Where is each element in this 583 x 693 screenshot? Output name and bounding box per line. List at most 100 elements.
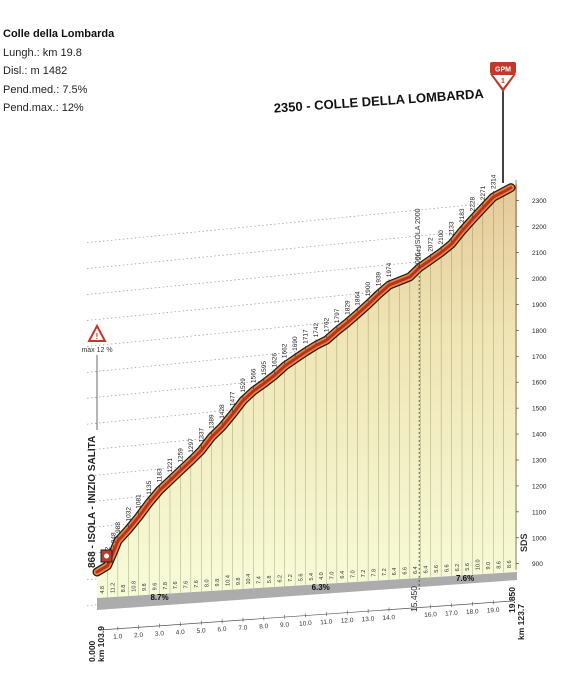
gpm-badge-rank: 1 bbox=[501, 78, 505, 85]
distance-label: 12.0 bbox=[341, 617, 354, 625]
altitude-label: 1829 bbox=[344, 300, 351, 315]
brand-mark: SDS bbox=[519, 533, 529, 552]
segment-grade-label: 7.8 bbox=[163, 582, 169, 590]
distance-label: 18.0 bbox=[466, 608, 479, 616]
segment-dividers bbox=[107, 194, 504, 598]
segment-grade-label: 7.0 bbox=[350, 570, 356, 578]
climb-title: Colle della Lombarda bbox=[3, 28, 115, 40]
climb-elevation-gain: Disl.: m 1482 bbox=[3, 65, 68, 77]
altitude-label: 1797 bbox=[334, 308, 341, 323]
start-km-total-label: km 103.9 bbox=[96, 626, 106, 662]
climb-average-grade: Pend.med.: 7.5% bbox=[3, 83, 88, 96]
mid-km-label: 15.450 bbox=[409, 586, 419, 612]
segment-grade-label: 9.0 bbox=[486, 562, 492, 570]
altitude-axis-label: 2000 bbox=[532, 276, 547, 283]
distance-label: 10.0 bbox=[299, 620, 312, 628]
segment-grade-label: 9.8 bbox=[142, 583, 148, 591]
distance-label: 17.0 bbox=[445, 610, 458, 618]
segment-grade-label: 5.6 bbox=[465, 563, 471, 571]
climb-length: Lungh.: km 19.8 bbox=[3, 46, 82, 59]
distance-label: 16.0 bbox=[424, 611, 437, 619]
altitude-axis-label: 1400 bbox=[532, 432, 547, 439]
altitude-label: 2133 bbox=[449, 221, 456, 236]
section-grade-labels: 8.7% 6.3% 7.6% bbox=[150, 574, 474, 602]
gpm-badge-text: GPM bbox=[495, 67, 511, 74]
segment-grade-label: 10.0 bbox=[476, 559, 482, 570]
altitude-label: 1428 bbox=[219, 404, 226, 419]
altitude-label: 1183 bbox=[157, 468, 164, 482]
section-grade-label: 7.6% bbox=[456, 574, 474, 583]
guide-line bbox=[86, 200, 514, 244]
altitude-label: 1762 bbox=[323, 317, 330, 332]
gradient-band bbox=[97, 572, 517, 610]
gpm-badge-icon: GPM 1 bbox=[490, 62, 516, 92]
max-grade-warning-icon bbox=[87, 323, 107, 342]
road-line-inner bbox=[95, 186, 513, 574]
altitude-label: 1389 bbox=[209, 414, 216, 429]
distance-axis-line bbox=[99, 600, 514, 631]
segment-grade-label: 4.8 bbox=[100, 586, 106, 594]
distance-label: 3.0 bbox=[155, 630, 165, 638]
altitude-axis-label: 1100 bbox=[532, 509, 546, 516]
distance-axis: 1.0 2.0 3.0 4.0 5.0 6.0 7.0 8.0 9.0 10.0 11.0 12.0 1… bbox=[99, 600, 514, 641]
altitude-axis-label: 1900 bbox=[532, 302, 547, 309]
segment-grade-label: 8.6 bbox=[496, 561, 502, 569]
segment-grade-label: 4.0 bbox=[319, 572, 325, 580]
altitude-label: 1297 bbox=[188, 438, 195, 453]
altitude-axis: 900 1000 1100 1200 1300 1400 1500 1600 1700 1800 1… bbox=[515, 179, 547, 570]
segment-grade-label: 6.4 bbox=[413, 566, 419, 574]
altitude-label: 1221 bbox=[167, 458, 174, 473]
altitude-label: 2314 bbox=[490, 174, 497, 189]
altitude-axis-label: 2200 bbox=[532, 224, 547, 231]
segment-grade-label: 10.4 bbox=[246, 574, 252, 585]
altitude-label: 1337 bbox=[198, 428, 205, 443]
altitude-axis-label: 1700 bbox=[532, 354, 547, 361]
segment-grade-label: 7.2 bbox=[382, 568, 388, 576]
section-grade-label: 8.7% bbox=[150, 593, 168, 602]
distance-label: 7.0 bbox=[238, 624, 248, 632]
distance-label: 4.0 bbox=[176, 629, 186, 637]
distance-label: 2.0 bbox=[134, 632, 144, 640]
start-marker-dot-icon bbox=[104, 553, 109, 559]
segment-grade-label: 7.2 bbox=[288, 574, 294, 582]
segment-grade-label: 6.4 bbox=[392, 568, 398, 576]
segment-grade-label: 5.8 bbox=[267, 576, 273, 584]
altitude-label: 2271 bbox=[480, 185, 487, 200]
altitude-axis-label: 1600 bbox=[532, 380, 547, 387]
isola-2000-label: 2006 - ISOLA 2000 bbox=[415, 208, 422, 268]
profile-area bbox=[97, 183, 517, 598]
altitude-label: 1626 bbox=[271, 353, 278, 368]
segment-grade-label: 6.2 bbox=[277, 575, 283, 583]
segment-grade-label: 7.4 bbox=[257, 576, 263, 584]
guide-line bbox=[86, 226, 514, 269]
segment-grade-label: 10.4 bbox=[225, 575, 231, 586]
segment-grade-label: 7.6 bbox=[173, 581, 179, 589]
segment-grade-label: 8.6 bbox=[507, 560, 513, 568]
segment-grade-label: 9.6 bbox=[152, 583, 158, 591]
altitude-label: 1690 bbox=[292, 336, 299, 351]
distance-label: 13.0 bbox=[361, 616, 374, 624]
distance-label: 14.0 bbox=[382, 614, 395, 622]
segment-grade-label: 6.4 bbox=[423, 566, 429, 574]
altitude-labels: 8929489881032108111351183122112591297133… bbox=[104, 174, 497, 564]
segment-grade-label: 5.6 bbox=[298, 574, 304, 582]
end-km-label: 19.850 bbox=[507, 587, 517, 613]
altitude-axis-label: 900 bbox=[532, 561, 543, 568]
segment-grade-label: 5.6 bbox=[434, 565, 440, 573]
segment-grade-label: 6.6 bbox=[403, 567, 409, 575]
segment-grade-label: 8.8 bbox=[121, 585, 127, 593]
segment-grade-label: 5.4 bbox=[309, 573, 315, 581]
start-label: 868 - ISOLA - INIZIO SALITA bbox=[87, 436, 98, 568]
climb-info: Colle della Lombarda Lungh.: km 19.8 Dis… bbox=[3, 25, 114, 118]
distance-label: 11.0 bbox=[320, 618, 333, 626]
altitude-label: 1529 bbox=[240, 378, 247, 393]
segment-grade-label: 7.2 bbox=[361, 570, 367, 578]
segment-grade-label: 7.6 bbox=[184, 581, 190, 589]
segment-grade-labels: 4.8 11.2 8.8 10.8 9.8 9.6 7.8 7.6 7.6 7.6 8.0 9.8 10… bbox=[100, 559, 513, 593]
segment-grade-label: 6.6 bbox=[444, 564, 450, 572]
altitude-axis-label: 2100 bbox=[532, 250, 547, 257]
segment-grade-label: 8.0 bbox=[204, 579, 210, 587]
start-km-label: 0.000 bbox=[87, 640, 97, 662]
segment-grade-label: 6.4 bbox=[340, 571, 346, 579]
